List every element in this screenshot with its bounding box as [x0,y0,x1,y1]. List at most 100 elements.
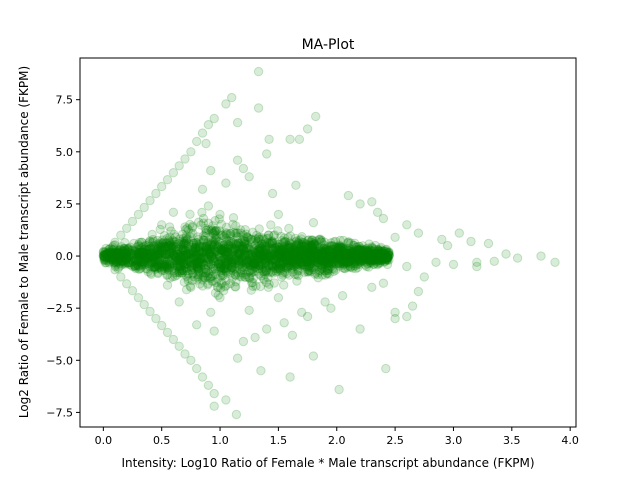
scatter-point [202,271,213,281]
scatter-point [379,256,390,266]
scatter-point [137,242,147,253]
scatter-point [358,256,368,266]
scatter-point [275,251,286,261]
scatter-point [338,246,348,256]
scatter-point [364,249,374,259]
scatter-point [304,261,314,271]
y-tick-label: −7.5 [46,406,73,419]
scatter-point [255,252,265,263]
scatter-point [317,246,328,256]
scatter-point [264,260,274,271]
scatter-point [192,264,203,275]
scatter-point [251,234,261,244]
scatter-point [249,266,260,276]
scatter-point [174,341,184,351]
scatter-point [376,246,386,256]
scatter-point [376,242,386,253]
scatter-point [265,237,276,247]
scatter-point [269,249,280,259]
scatter-point [349,249,359,259]
scatter-point [360,245,371,255]
scatter-point [301,253,311,263]
scatter-point [127,216,138,227]
scatter-point [162,270,173,280]
scatter-point [162,257,172,267]
scatter-point [213,290,224,300]
scatter-point [304,252,314,262]
scatter-point [257,243,267,254]
scatter-point [133,293,144,303]
scatter-point [287,242,297,253]
scatter-point [170,242,181,253]
scatter-point [370,240,381,251]
scatter-point [106,253,117,263]
x-tick-label: 3.0 [445,434,463,447]
scatter-point [239,239,250,250]
scatter-point [230,245,240,255]
scatter-point [347,252,357,262]
scatter-point [116,242,127,252]
scatter-point [119,257,130,267]
scatter-point [254,251,265,262]
scatter-point [325,253,336,263]
scatter-point [239,265,249,275]
scatter-point [219,286,229,296]
scatter-point [335,253,346,263]
scatter-point [322,265,333,276]
scatter-point [247,278,257,288]
scatter-point [259,258,269,268]
scatter-point [203,201,214,211]
scatter-point [145,195,155,206]
scatter-point [318,244,328,254]
scatter-point [238,252,248,262]
scatter-point [301,242,311,252]
scatter-point [216,262,226,273]
scatter-point [134,255,144,265]
scatter-point [143,253,153,263]
scatter-point [296,245,306,255]
scatter-point [360,248,370,258]
scatter-point [275,258,285,268]
scatter-point [171,258,181,268]
scatter-point [128,253,138,263]
scatter-point [256,250,267,261]
scatter-point [348,249,358,259]
scatter-point [144,244,154,254]
scatter-point [377,249,387,259]
scatter-point [274,242,284,252]
scatter-point [221,178,231,188]
scatter-point [123,257,134,268]
scatter-point [264,259,275,270]
scatter-point [380,250,390,261]
scatter-point [216,262,226,272]
scatter-point [319,257,329,267]
scatter-point [367,282,377,292]
scatter-point [344,261,354,271]
scatter-point [164,263,175,273]
scatter-point [322,259,332,269]
scatter-point [208,261,218,272]
scatter-point [174,255,184,265]
scatter-point [191,238,202,249]
scatter-point [348,251,359,262]
scatter-point [380,249,391,259]
scatter-point [297,246,308,256]
scatter-point [326,251,336,261]
scatter-point [195,241,205,252]
scatter-point [339,258,350,269]
scatter-point [381,363,391,374]
scatter-point [191,248,201,259]
scatter-point [303,266,313,276]
scatter-point [227,259,237,270]
scatter-point [181,249,192,259]
scatter-point [151,243,161,253]
scatter-point [359,249,369,259]
scatter-point [317,253,327,264]
scatter-point [332,246,342,256]
scatter-point [377,250,388,260]
scatter-point [227,273,237,283]
scatter-point [116,272,126,282]
scatter-point [175,268,185,278]
scatter-point [259,247,269,258]
scatter-point [295,260,306,271]
